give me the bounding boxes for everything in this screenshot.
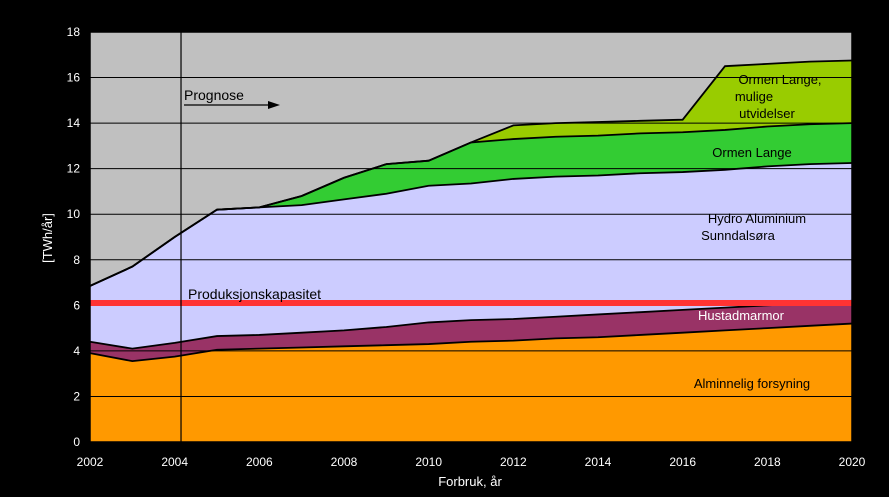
x-tick-2016: 2016 [669,455,696,469]
y-tick-labels: 0 2 4 6 8 10 12 14 16 18 [67,25,81,449]
area-edge-4 [89,59,853,287]
x-tick-2020: 2020 [839,455,866,469]
area-series-4 [90,60,852,286]
area-edge-1 [89,299,853,350]
y-tick-0: 0 [73,435,80,449]
plot-frame [89,31,853,443]
y-tick-8: 8 [73,253,80,267]
x-tick-2010: 2010 [415,455,442,469]
hydro-label-line1: Hydro Aluminium [708,211,806,226]
arrow-head [268,101,280,109]
alminnelig-forsyning-label: Alminnelig forsyning [694,376,810,391]
hydro-label-line2: Sunndalsøra [701,228,775,243]
y-tick-18: 18 [67,25,81,39]
x-tick-2002: 2002 [77,455,104,469]
y-tick-10: 10 [67,207,81,221]
hustadmarmor-label: Hustadmarmor [698,308,785,323]
x-tick-2012: 2012 [500,455,527,469]
x-axis-label: Forbruk, år [438,474,502,489]
y-tick-2: 2 [73,389,80,403]
prognose-label: Prognose [184,87,244,103]
area-edges [89,59,853,363]
forecast-arrow [184,101,280,109]
x-tick-2006: 2006 [246,455,273,469]
area-series-3 [90,123,852,286]
stacked-areas [90,60,852,442]
x-tick-labels: 2002 2004 2006 2008 2010 2012 2014 2016 2018 2020 [77,455,866,469]
ormen-lange-utvidelser-label-line2: mulige [735,89,773,104]
ormen-lange-label: Ormen Lange [712,145,792,160]
y-tick-16: 16 [67,71,81,85]
y-tick-14: 14 [67,116,81,130]
y-tick-6: 6 [73,298,80,312]
area-series-0 [90,323,852,442]
ormen-lange-utvidelser-label-line1: Ormen Lange, [738,72,821,87]
y-tick-12: 12 [67,162,81,176]
production-capacity-label: Produksjonskapasitet [188,286,321,302]
area-edge-0 [89,322,853,363]
area-series-1 [90,300,852,362]
x-tick-2018: 2018 [754,455,781,469]
x-tick-2008: 2008 [331,455,358,469]
ormen-lange-utvidelser-label-line3: utvidelser [739,106,795,121]
y-tick-4: 4 [73,344,80,358]
y-axis-label: [TWh/år] [40,213,55,263]
x-tick-2014: 2014 [585,455,612,469]
x-tick-2004: 2004 [161,455,188,469]
